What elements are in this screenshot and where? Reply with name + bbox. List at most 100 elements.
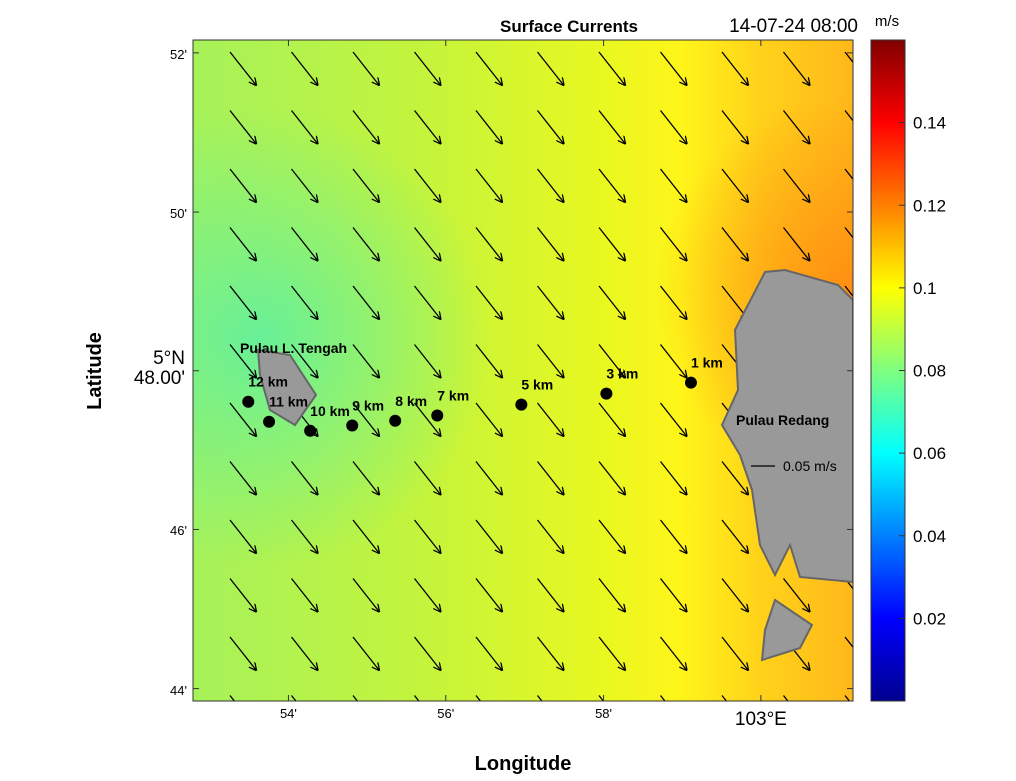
current-arrow	[475, 578, 502, 612]
current-arrow	[844, 578, 853, 590]
current-arrow	[229, 344, 256, 378]
current-arrow	[782, 578, 810, 612]
current-arrow	[536, 168, 564, 202]
current-arrow	[598, 402, 625, 436]
current-arrow	[229, 285, 256, 319]
current-arrow	[844, 636, 853, 649]
current-arrow	[413, 110, 441, 144]
current-arrow	[290, 578, 318, 612]
current-arrow	[475, 168, 502, 202]
current-arrow	[475, 461, 502, 495]
y-tick-label: 50'	[170, 206, 187, 222]
colorbar-tick-label: 0.08	[913, 362, 946, 381]
colorbar-unit: m/s	[875, 13, 899, 30]
station	[263, 415, 276, 428]
current-arrow	[475, 344, 502, 378]
current-arrow	[536, 285, 564, 319]
current-arrow	[536, 344, 564, 378]
current-arrow	[782, 168, 810, 202]
map-title: Surface Currents	[500, 17, 638, 36]
current-arrow	[290, 636, 318, 670]
current-arrow	[659, 344, 687, 378]
current-arrow	[413, 519, 441, 553]
timestamp: 14-07-24 08:00	[729, 16, 858, 37]
current-arrow	[598, 344, 625, 378]
current-arrow	[229, 461, 256, 495]
current-arrow	[721, 110, 748, 144]
x-tick-label: 103°E	[735, 709, 787, 730]
station-label: 12 km	[248, 374, 288, 390]
current-arrow	[290, 285, 318, 319]
current-arrow	[413, 227, 441, 261]
current-arrow	[475, 227, 502, 261]
current-arrow	[229, 578, 256, 612]
current-arrow	[475, 51, 502, 85]
current-arrow	[413, 344, 441, 378]
current-arrow	[352, 636, 379, 670]
current-arrow	[844, 695, 851, 701]
current-arrow	[536, 227, 564, 261]
current-arrow	[536, 402, 564, 436]
colorbar-tick-label: 0.14	[913, 114, 946, 133]
current-arrow	[290, 461, 318, 495]
y-tick-label: 5°N 48.00'	[133, 347, 185, 389]
current-arrow	[536, 636, 564, 670]
scale-label: 0.05 m/s	[783, 458, 837, 474]
current-arrow	[475, 636, 502, 670]
current-arrow	[352, 227, 379, 261]
current-arrow	[475, 402, 502, 436]
station	[346, 419, 359, 432]
station	[600, 387, 613, 400]
current-arrow	[659, 519, 687, 553]
current-arrow	[598, 636, 625, 670]
current-arrow	[598, 51, 625, 85]
station-label: 5 km	[521, 377, 553, 393]
colorbar-tick-label: 0.1	[913, 279, 937, 298]
current-arrow	[598, 110, 625, 144]
y-axis-label: Latitude	[84, 332, 106, 410]
current-arrow	[536, 51, 564, 85]
current-arrow	[413, 51, 441, 85]
island-small	[760, 598, 814, 662]
current-arrow	[598, 168, 625, 202]
current-arrow	[659, 110, 687, 144]
current-arrow	[413, 636, 441, 670]
islands	[256, 268, 853, 662]
current-arrow	[352, 519, 379, 553]
current-arrow	[598, 285, 625, 319]
current-arrow	[352, 285, 379, 319]
current-arrow	[844, 110, 853, 122]
current-arrow	[229, 227, 256, 261]
current-arrow	[721, 168, 748, 202]
current-arrow	[659, 461, 687, 495]
current-arrow	[782, 51, 810, 85]
current-arrow	[290, 227, 318, 261]
colorbar-tick-label: 0.06	[913, 444, 946, 463]
station	[242, 395, 255, 408]
current-arrow	[352, 344, 379, 378]
current-arrow	[475, 519, 502, 553]
current-arrow	[413, 402, 441, 436]
current-arrow	[659, 636, 687, 670]
current-arrow	[229, 636, 256, 670]
current-arrow	[721, 578, 748, 612]
current-arrow	[536, 519, 564, 553]
current-arrow	[475, 110, 502, 144]
y-tick-label: 44'	[170, 682, 187, 698]
current-arrow	[598, 461, 625, 495]
current-arrow	[413, 168, 441, 202]
current-arrow	[844, 168, 853, 181]
current-arrow	[413, 285, 441, 319]
current-arrow	[352, 402, 379, 436]
x-tick-label: 58'	[595, 706, 612, 721]
current-arrow	[659, 168, 687, 202]
current-arrow	[229, 110, 256, 144]
current-arrow	[659, 51, 687, 85]
current-arrow	[290, 519, 318, 553]
station-label: 8 km	[395, 393, 427, 409]
current-arrow	[290, 344, 318, 378]
current-arrow	[352, 51, 379, 85]
current-arrow	[844, 227, 853, 239]
current-arrow	[229, 519, 256, 553]
